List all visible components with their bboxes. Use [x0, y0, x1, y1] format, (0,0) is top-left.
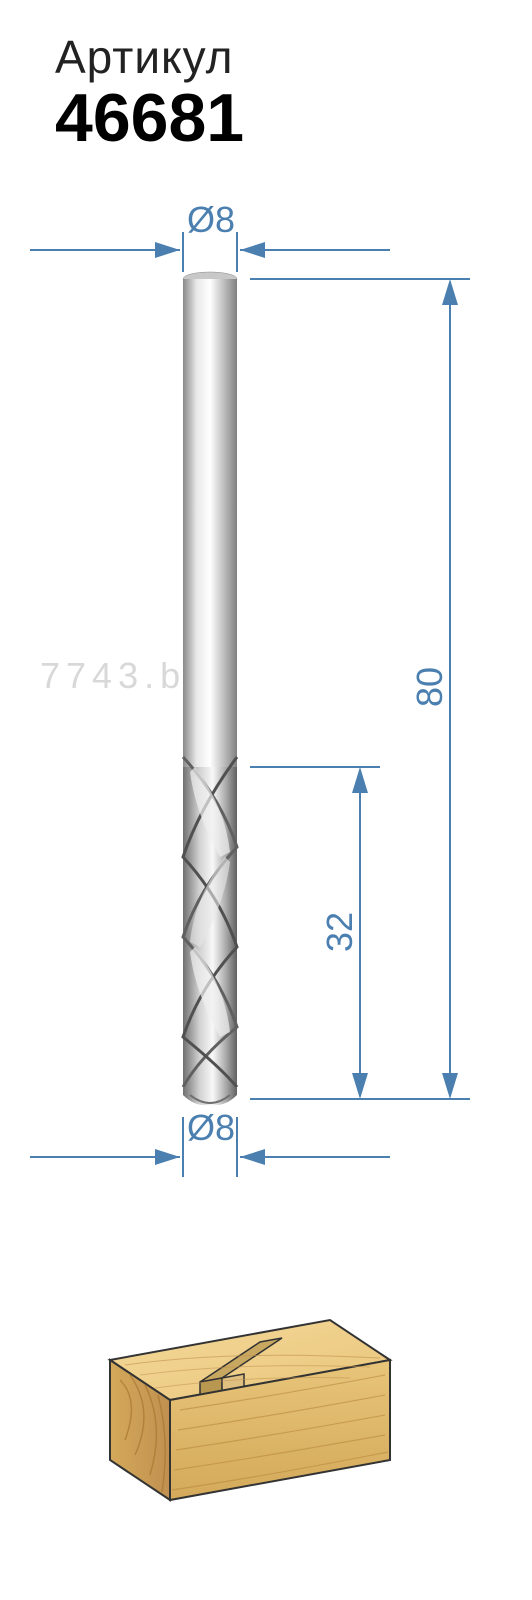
- sku-number: 46681: [55, 79, 532, 157]
- dim-cutting-length-text: 32: [319, 912, 360, 952]
- header: Артикул 46681: [0, 0, 532, 157]
- dim-shank-diameter-text: Ø8: [187, 199, 235, 240]
- technical-diagram: Ø8: [0, 187, 532, 1287]
- dim-cutting-length: 32: [250, 767, 380, 1099]
- dim-tip-diameter: Ø8: [30, 1107, 390, 1177]
- router-bit: [183, 272, 237, 1105]
- dim-tip-diameter-text: Ø8: [187, 1107, 235, 1148]
- dim-shank-diameter: Ø8: [30, 199, 390, 272]
- wood-groove-illustration: [50, 1300, 400, 1530]
- dim-overall-length-text: 80: [409, 667, 450, 707]
- sku-label: Артикул: [55, 30, 532, 84]
